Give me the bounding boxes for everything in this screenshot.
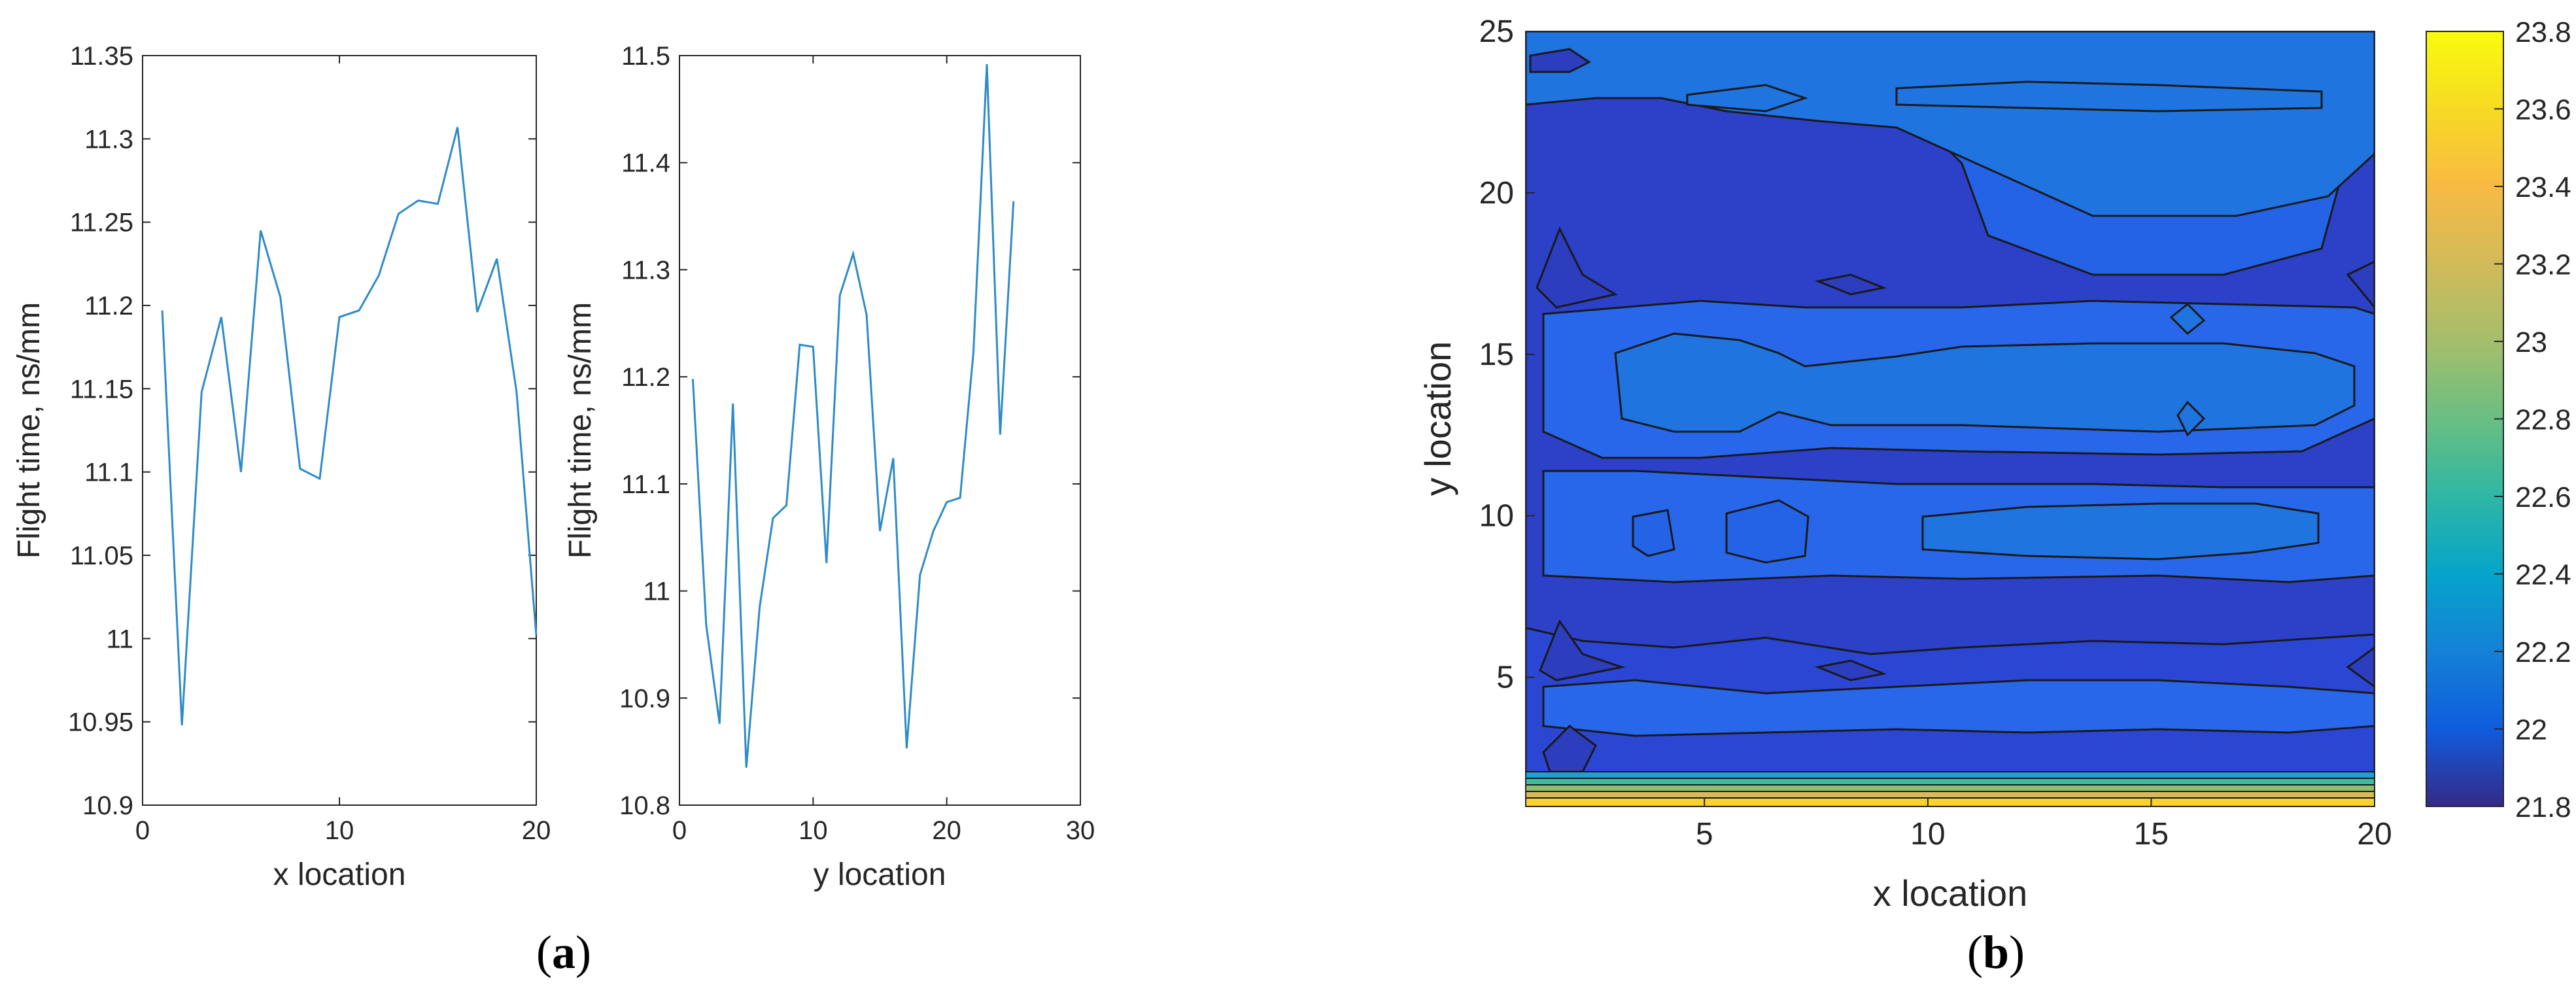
contour-island [1529, 48, 1591, 73]
series-polyline [161, 127, 538, 725]
y-tick-label: 11.4 [621, 149, 670, 178]
y-tick-label: 11.2 [621, 363, 670, 392]
contour-steep-lines [1526, 771, 2375, 799]
colorbar-tick-label: 22.6 [2515, 481, 2571, 513]
contour-island [1814, 659, 1887, 682]
colorbar-tick-label: 22 [2515, 714, 2547, 746]
x-tick-label: 30 [1066, 816, 1095, 845]
x-ticks: 0 10 20 30 [672, 56, 1095, 845]
panel-label-a: (a) [536, 926, 591, 978]
plot-area [679, 55, 1081, 806]
y-tick-label: 11 [106, 625, 133, 653]
y-tick-label: 11.15 [70, 375, 133, 404]
colorbar-ticks: 21.8 22 22.2 22.4 22.6 22.8 23 23.2 23.4 23.6 23.8 [2494, 16, 2571, 823]
contour-island [1814, 273, 1887, 296]
y-tick-label: 11.3 [84, 125, 133, 154]
colorbar-tick-label: 22.2 [2515, 636, 2571, 668]
contour-steep-band [1526, 785, 2375, 791]
contour-region-top [1526, 31, 2375, 217]
y-tick-label: 10.8 [619, 791, 670, 820]
series-line [161, 127, 538, 725]
panel-label-b: (b) [1967, 926, 2025, 978]
x-tick-label: 20 [932, 816, 961, 845]
x-tick-label: 15 [2134, 817, 2169, 852]
y-tick-label: 11 [643, 578, 670, 606]
x-ticks: 5 10 15 20 [1696, 797, 2392, 852]
y-ticks: 5 10 15 20 25 [1479, 14, 1535, 695]
contour-region-mid2 [1614, 332, 2356, 433]
x-axis-label: x location [273, 857, 406, 892]
contour-steep-band [1526, 791, 2375, 798]
plot-frame [1525, 31, 2375, 807]
contour-region-left [1632, 509, 1675, 557]
y-tick-label: 11.1 [621, 470, 670, 499]
contour-island [2176, 400, 2206, 437]
colorbar-tick-label: 23.8 [2515, 16, 2571, 48]
contour-steep-band [1526, 772, 2375, 778]
x-tick-label: 10 [799, 816, 828, 845]
line-chart-x-location: 10.9 10.95 11 11.05 11.1 11.15 11.2 11.25 11.3 11… [12, 42, 551, 892]
plot-area [142, 55, 537, 806]
y-tick-label: 10.9 [619, 684, 670, 713]
y-tick-label: 15 [1479, 337, 1514, 372]
y-tick-label: 11.5 [621, 42, 670, 71]
x-axis-label: x location [1873, 872, 2028, 914]
y-tick-label: 11.2 [84, 292, 133, 320]
y-axis-label: Flight time, ns/mm [12, 302, 46, 559]
colorbar-tick-label: 22.4 [2515, 559, 2571, 591]
y-tick-label: 11.1 [84, 458, 133, 487]
y-tick-label: 10.9 [82, 791, 133, 820]
y-tick-label: 20 [1479, 176, 1514, 211]
contour-fills [1526, 31, 2375, 806]
colorbar-tick-label: 23.4 [2515, 171, 2571, 203]
contour-region-mid4 [1921, 502, 2320, 561]
contour-steep-band [1526, 798, 2375, 806]
y-ticks: 10.9 10.95 11 11.05 11.1 11.15 11.2 11.25 11.3 11… [68, 42, 536, 820]
contour-steep-band [1526, 778, 2375, 785]
x-tick-label: 10 [325, 816, 354, 845]
colorbar-tick-label: 22.8 [2515, 404, 2571, 436]
contour-island [1536, 226, 1618, 309]
colorbar-tick-label: 23.6 [2515, 94, 2571, 126]
colorbar-tick-label: 21.8 [2515, 791, 2571, 823]
contour-island [1895, 80, 2323, 112]
y-axis-label: Flight time, ns/mm [563, 302, 598, 559]
x-tick-label: 20 [522, 816, 551, 845]
contour-island [1542, 725, 1597, 773]
x-tick-label: 20 [2357, 817, 2392, 852]
colorbar-gradient [2426, 31, 2504, 807]
y-tick-label: 11.05 [70, 542, 133, 570]
x-tick-label: 5 [1696, 817, 1713, 852]
x-axis-label: y location [814, 857, 946, 892]
contour-region-lowmid [1542, 679, 2375, 737]
contour-island [2346, 260, 2375, 309]
y-tick-label: 10 [1479, 499, 1514, 534]
x-ticks: 0 10 20 [135, 56, 551, 845]
y-tick-label: 11.35 [70, 42, 133, 71]
x-tick-label: 10 [1910, 817, 1945, 852]
y-axis-label: y location [1417, 341, 1458, 496]
y-tick-label: 25 [1479, 14, 1514, 49]
y-tick-label: 11.25 [70, 209, 133, 237]
colorbar-tick-label: 23.2 [2515, 249, 2571, 281]
y-tick-label: 11.3 [621, 256, 670, 285]
contour-island [1539, 619, 1626, 682]
y-ticks: 10.8 10.9 11 11.1 11.2 11.3 11.4 11.5 [619, 42, 1080, 820]
x-tick-label: 0 [672, 816, 687, 845]
contour-island [2169, 302, 2206, 336]
y-tick-label: 10.95 [68, 708, 133, 737]
colorbar: 21.8 22 22.2 22.4 22.6 22.8 23 23.2 23.4 23.6 23.8 [2426, 16, 2571, 823]
contour-region-left2 [1725, 499, 1810, 564]
x-tick-label: 0 [135, 816, 150, 845]
line-chart-y-location: 10.8 10.9 11 11.1 11.2 11.3 11.4 11.5 0 10 20 30 y… [563, 42, 1095, 892]
contour-island [2346, 646, 2375, 688]
colorbar-tick-label: 23 [2515, 326, 2547, 358]
series-line [691, 63, 1015, 768]
contour-island [1686, 84, 1808, 112]
y-tick-label: 5 [1496, 661, 1514, 695]
